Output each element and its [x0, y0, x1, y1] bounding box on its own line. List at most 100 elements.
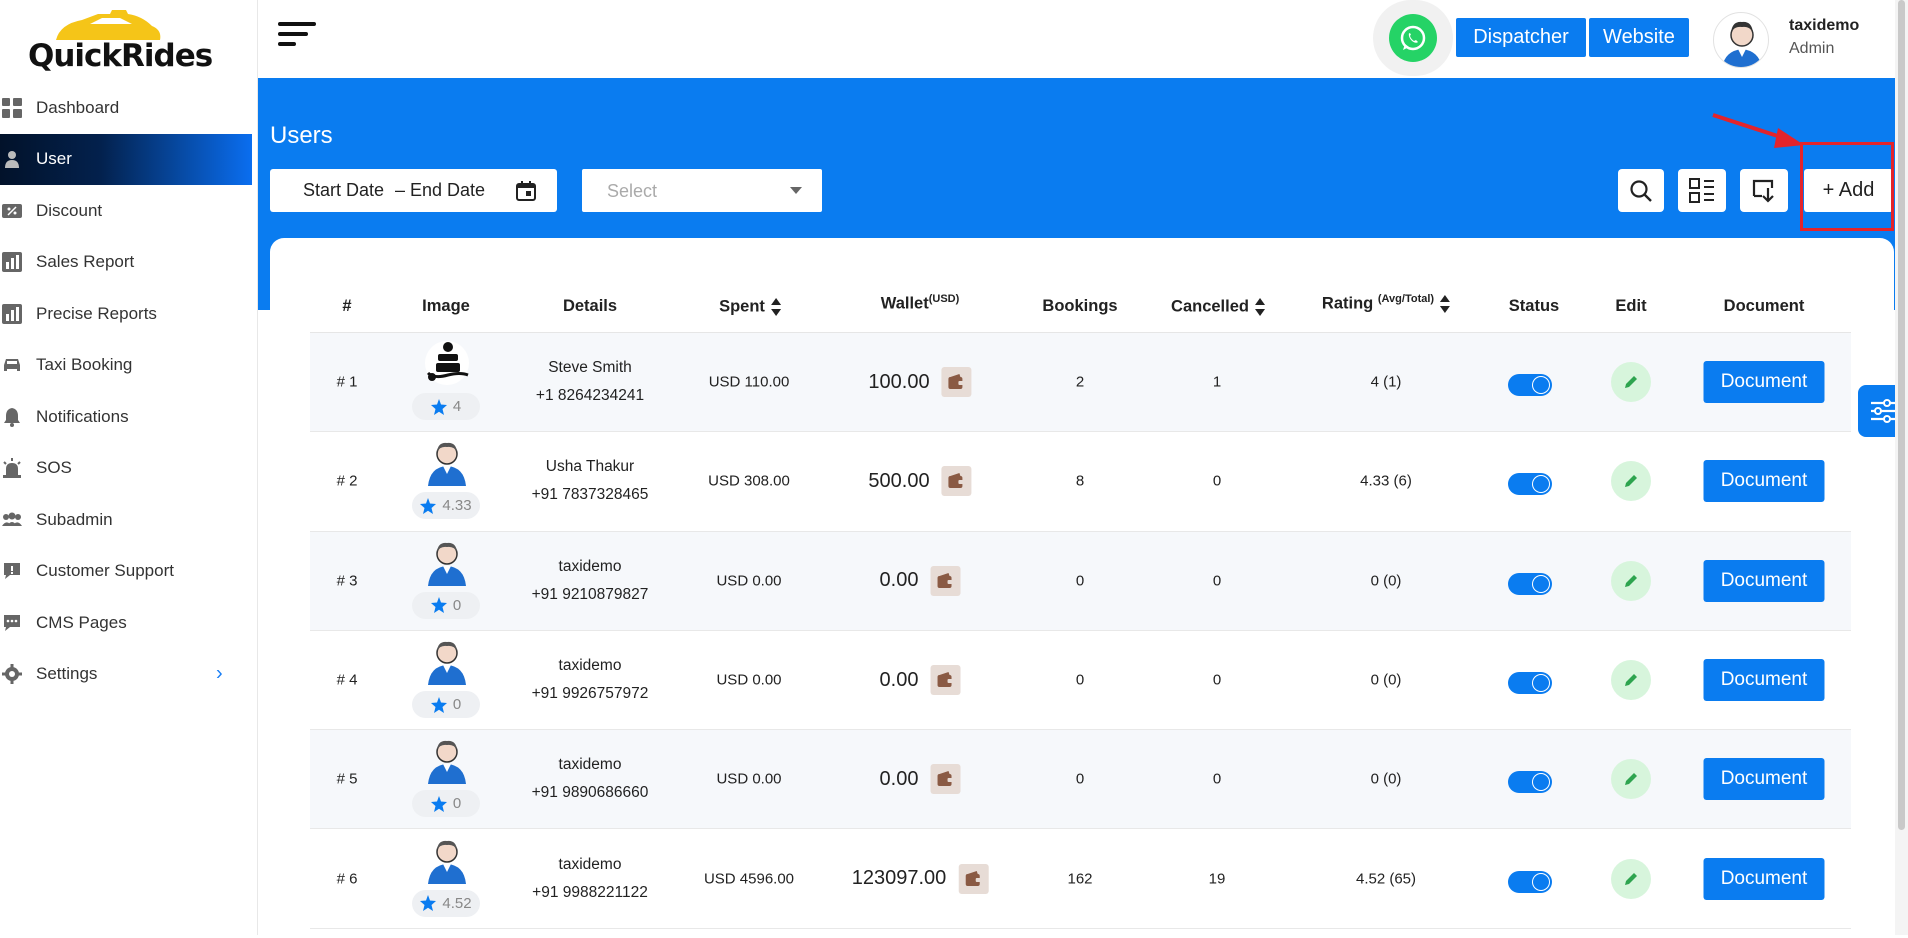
cancelled-count: 0	[1212, 671, 1222, 689]
sidebar-item-cms-pages[interactable]: CMS Pages	[0, 597, 252, 649]
wallet-icon[interactable]	[941, 367, 972, 398]
pencil-icon	[1611, 759, 1651, 800]
wallet-cell: 100.00	[868, 367, 972, 398]
sort-icon[interactable]	[1440, 294, 1451, 314]
start-date-field[interactable]: Start Date	[303, 180, 385, 200]
toggle-switch[interactable]	[1508, 374, 1552, 397]
add-user-button[interactable]: + Add	[1804, 169, 1893, 212]
sidebar-item-label: CMS Pages	[36, 612, 127, 632]
status-toggle[interactable]	[1508, 572, 1552, 595]
filter-select[interactable]: Select	[582, 169, 822, 212]
edit-button[interactable]	[1611, 660, 1651, 701]
sidebar-item-sos[interactable]: SOS	[0, 443, 252, 495]
user-phone: +1 8264234241	[535, 387, 645, 405]
star-icon	[430, 398, 447, 415]
calendar-icon[interactable]	[516, 181, 536, 201]
user-details: taxidemo +91 9988221122	[532, 851, 648, 907]
document-button[interactable]: Document	[1703, 857, 1825, 900]
wallet-icon[interactable]	[958, 863, 989, 894]
cancelled-count: 0	[1212, 770, 1222, 788]
status-toggle[interactable]	[1508, 672, 1552, 695]
pencil-icon	[1611, 362, 1651, 403]
column-header-rating[interactable]: Rating (Avg/Total)	[1322, 293, 1451, 314]
edit-button[interactable]	[1611, 362, 1651, 403]
toggle-switch[interactable]	[1508, 870, 1552, 893]
cancelled-count: 19	[1208, 870, 1226, 888]
wallet-icon[interactable]	[930, 665, 961, 696]
cancelled-count: 1	[1212, 373, 1222, 391]
menu-toggle-icon[interactable]	[278, 22, 318, 52]
wallet-amount: 123097.00	[851, 867, 947, 890]
wallet-amount: 0.00	[879, 767, 919, 790]
end-date-field[interactable]: End Date	[410, 180, 486, 200]
user-phone: +91 9988221122	[532, 883, 648, 901]
status-toggle[interactable]	[1508, 771, 1552, 794]
sidebar-item-settings[interactable]: Settings ›	[0, 649, 252, 701]
user-avatar-icon	[424, 736, 470, 785]
spent-amount: USD 110.00	[708, 373, 790, 391]
status-toggle[interactable]	[1508, 473, 1552, 496]
edit-button[interactable]	[1611, 560, 1651, 601]
chevron-right-icon[interactable]: ›	[216, 662, 223, 685]
bookings-count: 2	[1075, 373, 1085, 391]
user-name: Usha Thakur	[545, 458, 635, 476]
sidebar-item-sales-report[interactable]: Sales Report	[0, 237, 252, 289]
toggle-knob	[1533, 774, 1549, 791]
sidebar-item-dashboard[interactable]: Dashboard	[0, 82, 252, 134]
user-phone: +91 7837328465	[531, 486, 649, 504]
column-header-spent[interactable]: Spent	[719, 297, 781, 317]
wallet-icon[interactable]	[930, 764, 961, 795]
whatsapp-button[interactable]	[1373, 0, 1453, 76]
edit-button[interactable]	[1611, 461, 1651, 502]
toggle-switch[interactable]	[1508, 473, 1552, 496]
date-range-picker[interactable]: Start Date – End Date	[270, 169, 557, 212]
document-button[interactable]: Document	[1703, 559, 1825, 602]
star-icon	[430, 696, 447, 713]
status-toggle[interactable]	[1508, 870, 1552, 893]
sidebar-item-taxi-booking[interactable]: Taxi Booking	[0, 340, 252, 392]
document-button[interactable]: Document	[1703, 460, 1825, 503]
edit-button[interactable]	[1611, 858, 1651, 899]
sidebar-item-notifications[interactable]: Notifications	[0, 391, 252, 443]
document-button[interactable]: Document	[1703, 361, 1825, 404]
edit-button[interactable]	[1611, 759, 1651, 800]
document-button[interactable]: Document	[1703, 758, 1825, 801]
sort-icon[interactable]	[770, 297, 781, 317]
qr-grid-icon	[1689, 177, 1714, 203]
column-header-label: Cancelled	[1171, 297, 1249, 316]
wallet-icon[interactable]	[930, 565, 961, 596]
page-title: Users	[270, 122, 333, 149]
avatar[interactable]	[1713, 12, 1769, 68]
website-button[interactable]: Website	[1589, 18, 1689, 57]
sort-icon[interactable]	[1254, 297, 1265, 317]
sidebar-item-precise-reports[interactable]: Precise Reports	[0, 288, 252, 340]
row-number: # 4	[336, 671, 358, 689]
brand-logo[interactable]: QuickRides	[26, 8, 213, 74]
wallet-icon[interactable]	[941, 466, 972, 497]
discount-icon	[2, 203, 22, 218]
sidebar-item-subadmin[interactable]: Subadmin	[0, 494, 252, 546]
qr-button[interactable]	[1678, 169, 1726, 212]
sidebar-item-user[interactable]: User	[0, 133, 252, 185]
sidebar-item-label: Sales Report	[36, 252, 135, 272]
sidebar-item-label: Discount	[36, 200, 103, 220]
page-scrollbar[interactable]	[1895, 0, 1908, 935]
wallet-unit: (USD)	[928, 293, 960, 305]
dispatcher-button[interactable]: Dispatcher	[1456, 18, 1586, 57]
rating-badge: 0	[412, 591, 480, 619]
sidebar-item-customer-support[interactable]: Customer Support	[0, 546, 252, 598]
column-header-image: Image	[422, 297, 470, 315]
scrollbar-thumb[interactable]	[1898, 0, 1905, 830]
toggle-switch[interactable]	[1508, 672, 1552, 695]
column-header-status: Status	[1508, 297, 1560, 315]
column-header-cancelled[interactable]: Cancelled	[1171, 297, 1265, 317]
spent-amount: USD 0.00	[716, 572, 782, 590]
status-toggle[interactable]	[1508, 374, 1552, 397]
bookings-count: 0	[1075, 770, 1085, 788]
sidebar-item-discount[interactable]: Discount	[0, 185, 252, 237]
document-button[interactable]: Document	[1703, 659, 1825, 702]
toggle-switch[interactable]	[1508, 771, 1552, 794]
search-button[interactable]	[1618, 169, 1664, 212]
toggle-switch[interactable]	[1508, 572, 1552, 595]
export-button[interactable]	[1740, 169, 1788, 212]
